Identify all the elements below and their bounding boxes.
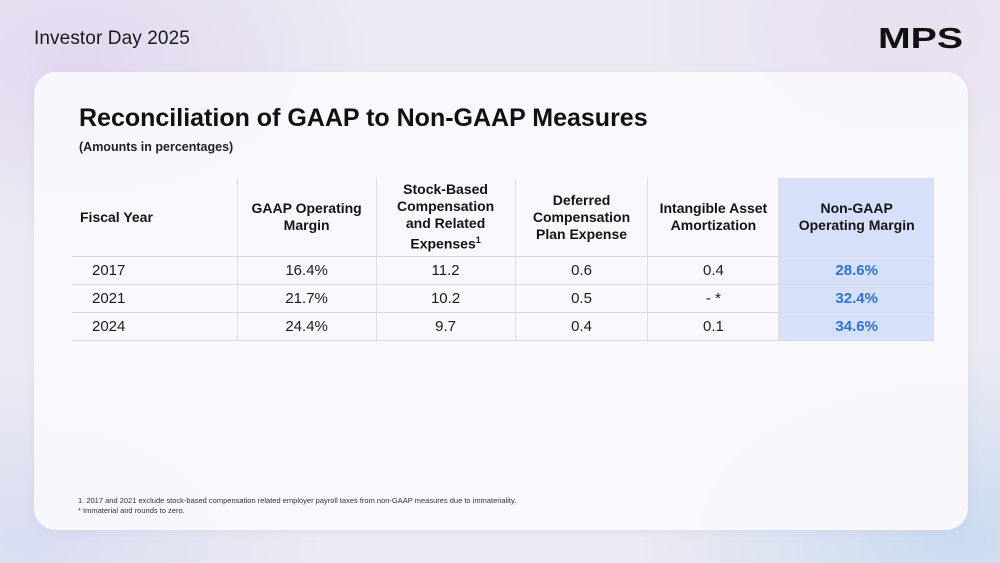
footnote-1: 1. 2017 and 2021 exclude stock-based com… [78, 496, 517, 505]
header-stock-line-2: Compensation [396, 198, 495, 215]
header-deferred-line-3: Plan Expense [535, 225, 628, 242]
content-card: Reconciliation of GAAP to Non-GAAP Measu… [34, 72, 968, 530]
slide-subtitle: (Amounts in percentages) [79, 140, 234, 154]
header-gaap-operating-margin: GAAP Operating Margin [236, 178, 377, 257]
footnote-asterisk: * Immaterial and rounds to zero. [78, 506, 185, 515]
header-non-gaap-line-1: Non-GAAP [820, 200, 893, 216]
reconciliation-table: Fiscal Year GAAP Operating Margin Stock-… [72, 178, 934, 341]
cell-year: 2017 [72, 256, 238, 285]
cell-non-gaap-margin: 28.6% [778, 256, 934, 285]
cell-stock-based: 11.2 [375, 256, 516, 285]
cell-gaap-margin: 16.4% [236, 256, 377, 285]
header-stock-line-3: and Related [405, 215, 486, 232]
cell-deferred: 0.6 [514, 256, 648, 285]
mps-logo-text: MPS [878, 24, 963, 50]
header-intangible-line-1: Intangible Asset [659, 200, 768, 216]
header-non-gaap-line-2: Operating Margin [798, 217, 915, 233]
cell-non-gaap-margin: 34.6% [778, 312, 934, 341]
cell-stock-based: 9.7 [375, 312, 516, 341]
cell-year: 2024 [72, 312, 238, 341]
table-header-row: Fiscal Year GAAP Operating Margin Stock-… [72, 178, 934, 257]
slide-title: Reconciliation of GAAP to Non-GAAP Measu… [79, 104, 648, 132]
header-intangible-amortization: Intangible Asset Amortization [647, 178, 779, 257]
table-row: 2017 16.4% 11.2 0.6 0.4 28.6% [72, 256, 934, 285]
footnotes: 1. 2017 and 2021 exclude stock-based com… [78, 496, 516, 516]
cell-deferred: 0.4 [514, 312, 648, 341]
cell-intangible: - * [647, 284, 779, 313]
header-gaap-line-2: Margin [283, 217, 330, 233]
cell-gaap-margin: 21.7% [236, 284, 377, 313]
header-non-gaap-operating-margin: Non-GAAP Operating Margin [778, 178, 934, 257]
header-stock-line-1: Stock-Based [403, 181, 488, 198]
header-stock-line-4: Expenses [410, 235, 476, 252]
footnote-marker: 1 [475, 235, 481, 246]
header-fiscal-year: Fiscal Year [72, 178, 238, 257]
header-intangible-line-2: Amortization [670, 217, 757, 233]
header-deferred-line-1: Deferred [552, 191, 611, 208]
header-gaap-line-1: GAAP Operating [251, 200, 362, 216]
table-row: 2024 24.4% 9.7 0.4 0.1 34.6% [72, 312, 934, 341]
cell-intangible: 0.4 [647, 256, 779, 285]
mps-logo: MPS [878, 24, 963, 50]
cell-stock-based: 10.2 [375, 284, 516, 313]
header-stock-based-compensation: Stock-Based Compensation and Related Exp… [375, 178, 516, 257]
table-row: 2021 21.7% 10.2 0.5 - * 32.4% [72, 284, 934, 313]
cell-intangible: 0.1 [647, 312, 779, 341]
cell-gaap-margin: 24.4% [236, 312, 377, 341]
header-deferred-line-2: Compensation [532, 208, 631, 225]
header-title: Investor Day 2025 [34, 28, 190, 49]
header-deferred-compensation: Deferred Compensation Plan Expense [514, 178, 648, 257]
cell-deferred: 0.5 [514, 284, 648, 313]
cell-non-gaap-margin: 32.4% [778, 284, 934, 313]
cell-year: 2021 [72, 284, 238, 313]
